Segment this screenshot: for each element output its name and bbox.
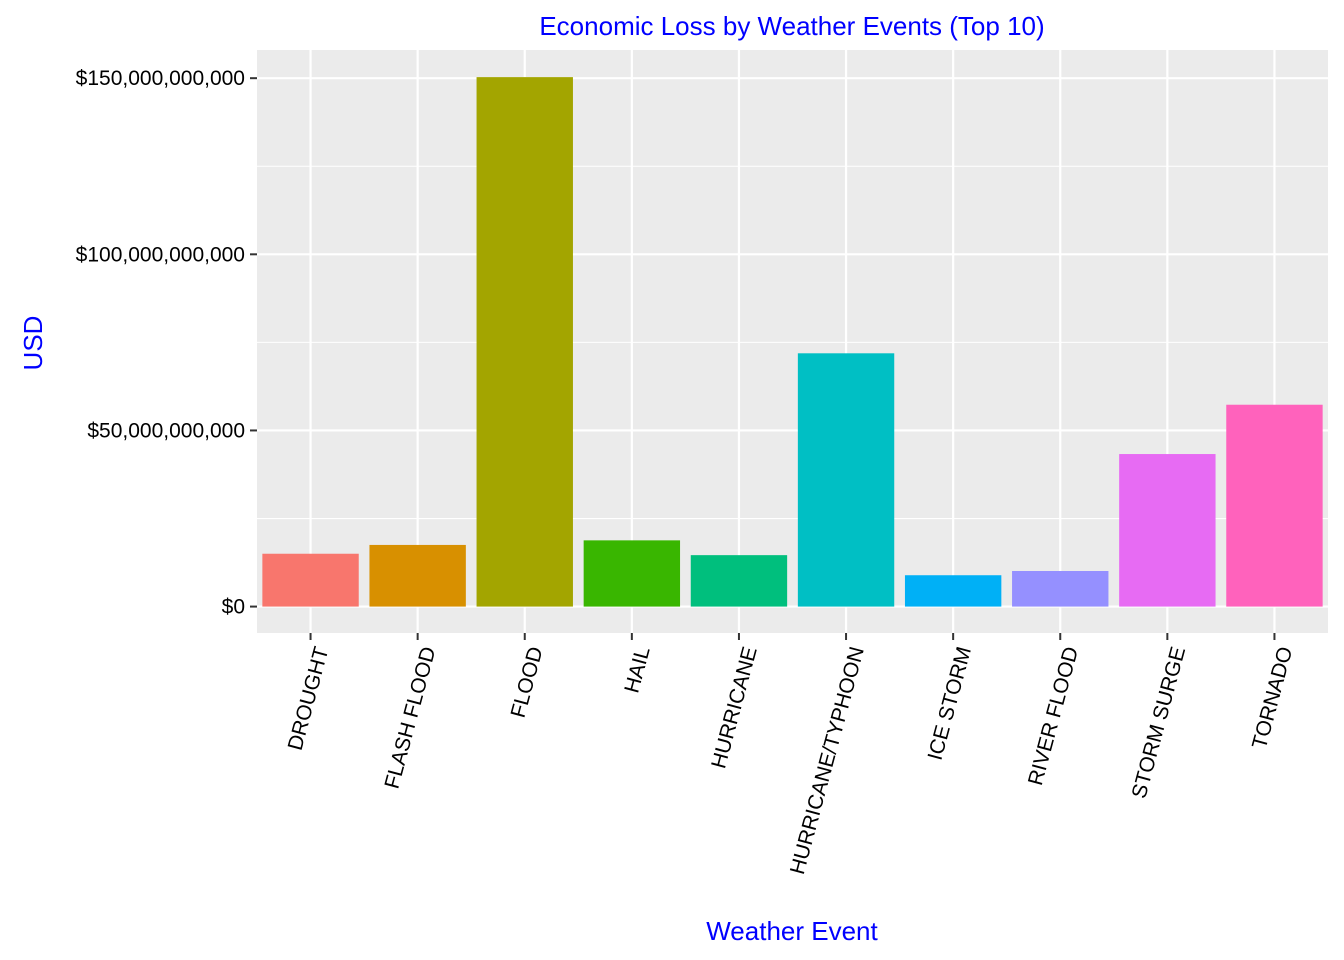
- bar-tornado: [1226, 404, 1323, 607]
- x-tick-label: FLASH FLOOD: [381, 644, 441, 791]
- y-tick-label: $50,000,000,000: [87, 419, 245, 442]
- x-tick-label: RIVER FLOOD: [1024, 644, 1083, 787]
- x-axis: DROUGHT FLASH FLOOD FLOOD HAIL HURRICANE HURR…: [284, 633, 1297, 877]
- bar-hurricane: [690, 555, 788, 607]
- x-tick-label: HAIL: [620, 644, 654, 695]
- bar-storm-surge: [1119, 454, 1216, 607]
- y-axis: $0 $50,000,000,000 $100,000,000,000 $150,00…: [76, 67, 257, 619]
- bar-river-flood: [1012, 571, 1109, 607]
- y-axis-title: USD: [18, 316, 48, 371]
- x-tick-label: STORM SURGE: [1128, 644, 1191, 801]
- chart-title: Economic Loss by Weather Events (Top 10): [539, 11, 1044, 41]
- bar-flood: [476, 77, 573, 607]
- x-tick-label: ICE STORM: [924, 644, 976, 762]
- x-tick-label: TORNADO: [1248, 644, 1297, 751]
- bar-drought: [262, 553, 359, 607]
- y-tick-label: $100,000,000,000: [76, 243, 245, 266]
- y-tick-label: $0: [222, 596, 245, 619]
- x-axis-title: Weather Event: [706, 916, 878, 946]
- bars: [262, 77, 1323, 607]
- bar-ice-storm: [904, 575, 1002, 607]
- bar-hurricane-typhoon: [797, 353, 895, 607]
- bar-flash-flood: [369, 544, 466, 607]
- x-tick-label: DROUGHT: [284, 644, 334, 753]
- x-tick-label: HURRICANE/TYPHOON: [786, 644, 869, 876]
- x-tick-label: FLOOD: [507, 644, 548, 720]
- x-tick-label: HURRICANE: [707, 644, 762, 771]
- y-tick-label: $150,000,000,000: [76, 67, 245, 90]
- bar-hail: [583, 540, 681, 607]
